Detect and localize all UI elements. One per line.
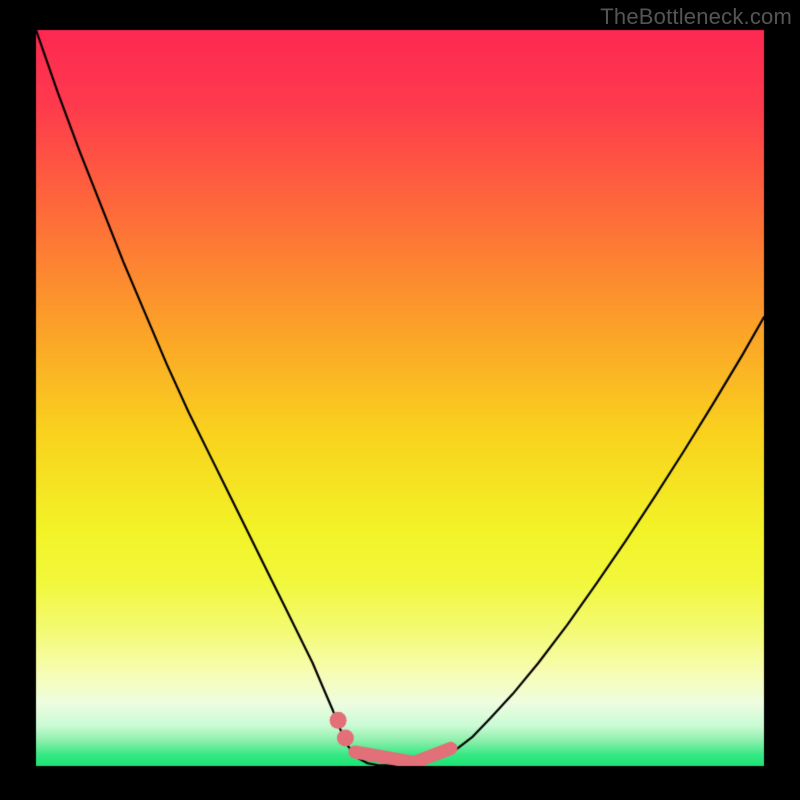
bottleneck-curve-chart	[0, 0, 800, 800]
watermark-text: TheBottleneck.com	[600, 4, 792, 30]
chart-stage: TheBottleneck.com	[0, 0, 800, 800]
